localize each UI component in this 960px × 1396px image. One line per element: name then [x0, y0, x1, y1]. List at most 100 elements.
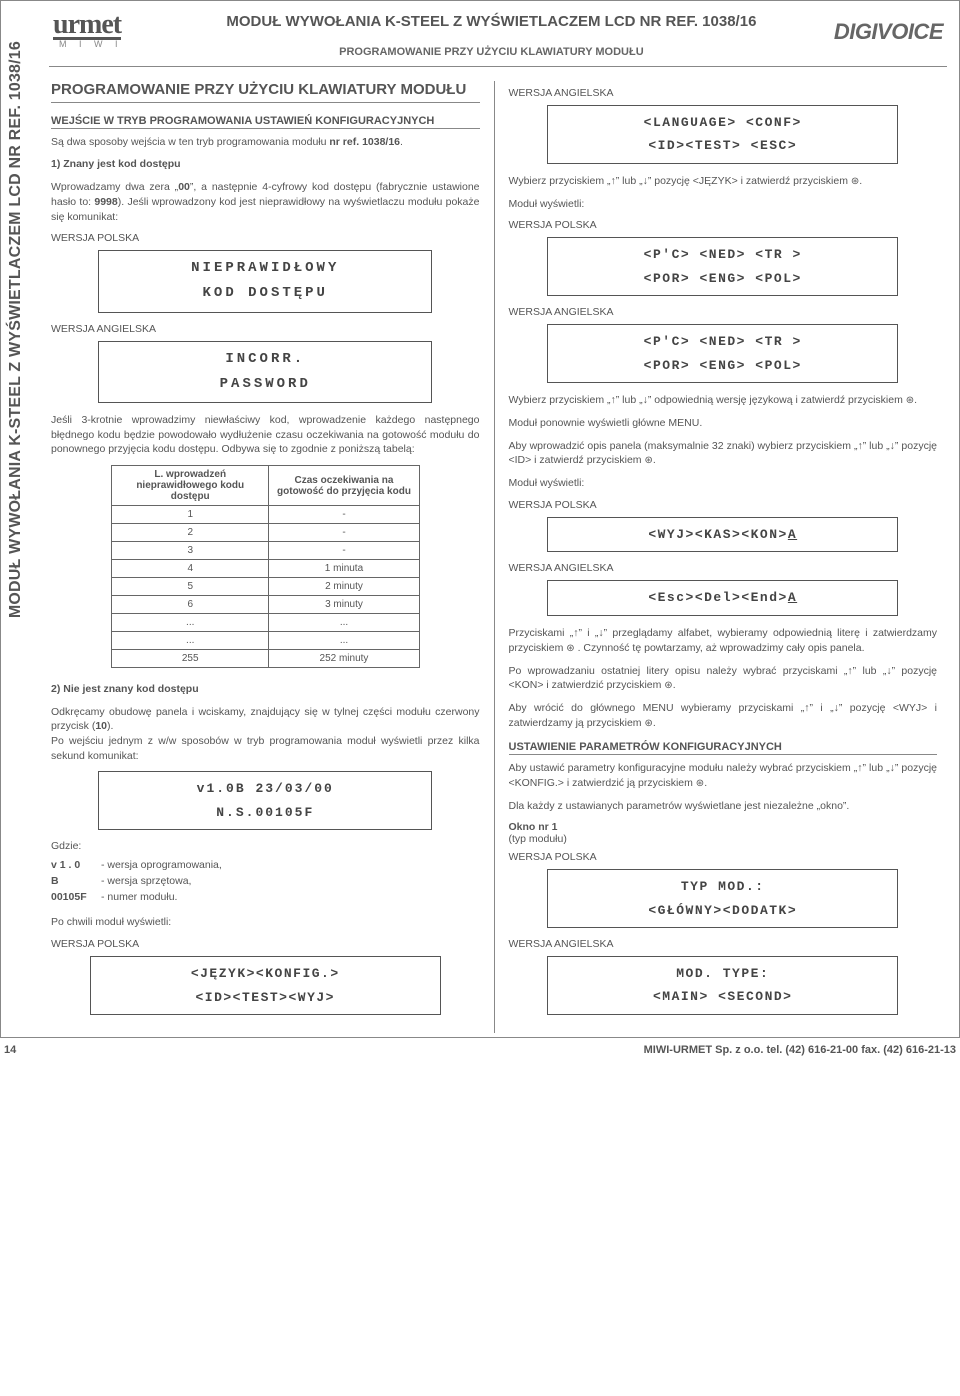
table-cell: 1 minuta [269, 560, 419, 578]
logo-sub: M I W I [59, 39, 149, 49]
lcd-line: <LANGUAGE> <CONF> [556, 111, 889, 134]
doc-title: MODUŁ WYWOŁANIA K-STEEL Z WYŚWIETLACZEM … [149, 13, 834, 30]
table-cell: 6 [111, 596, 268, 614]
page-frame: MODUŁ WYWOŁANIA K-STEEL Z WYŚWIETLACZEM … [0, 0, 960, 1038]
lcd-line: <JĘZYK><KONFIG.> [99, 962, 432, 985]
after-para: Po chwili moduł wyświetli: [51, 915, 480, 930]
method1-heading: 1) Znany jest kod dostępu [51, 157, 480, 172]
lcd-line: KOD DOSTĘPU [107, 281, 423, 306]
table-cell: 5 [111, 578, 268, 596]
label-polish: WERSJA POLSKA [509, 499, 938, 511]
lcd-invalid-en: INCORR. PASSWORD [98, 341, 432, 403]
mod-shows: Moduł wyświetli: [509, 476, 938, 491]
table-cell: - [269, 506, 419, 524]
lcd-version: v1.0B 23/03/00 N.S.00105F [98, 771, 432, 830]
bell-icon: ⊛ [566, 642, 574, 656]
table-header: L. wprowadzeń nieprawidłowego kodu dostę… [111, 466, 268, 506]
label-polish: WERSJA POLSKA [509, 219, 938, 231]
vertical-ref-label: MODUŁ WYWOŁANIA K-STEEL Z WYŚWIETLACZEM … [7, 41, 25, 618]
lcd-line: <POR> <ENG> <POL> [556, 267, 889, 290]
table-row: 52 minuty [111, 578, 419, 596]
bell-icon: ⊛ [696, 777, 704, 791]
table-row: 1- [111, 506, 419, 524]
label-english: WERSJA ANGIELSKA [509, 562, 938, 574]
lcd-langs-pl: <P'C> <NED> <TR > <POR> <ENG> <POL> [547, 237, 898, 296]
lcd-line: <ID><TEST> <ESC> [556, 134, 889, 157]
method1-para: Wprowadzamy dwa zera „00”, a następnie 4… [51, 180, 480, 224]
lcd-line: <WYJ><KAS><KON>A [556, 523, 889, 546]
table-cell: 1 [111, 506, 268, 524]
lockout-para: Jeśli 3-krotnie wprowadzimy niewłaściwy … [51, 413, 480, 457]
table-row: ...... [111, 632, 419, 650]
def-val: - wersja sprzętowa, [101, 875, 191, 887]
lockout-table: L. wprowadzeń nieprawidłowego kodu dostę… [111, 465, 420, 668]
table-row: 255252 minuty [111, 650, 419, 668]
label-english: WERSJA ANGIELSKA [509, 87, 938, 99]
def-key: B [51, 874, 101, 890]
label-polish: WERSJA POLSKA [509, 851, 938, 863]
panel-desc-para: Aby wprowadzić opis panela (maksymalnie … [509, 439, 938, 469]
label-polish: WERSJA POLSKA [51, 232, 480, 244]
label-polish: WERSJA POLSKA [51, 938, 480, 950]
lcd-line: <GŁÓWNY><DODATK> [556, 899, 889, 922]
table-cell: 252 minuty [269, 650, 419, 668]
header-center: MODUŁ WYWOŁANIA K-STEEL Z WYŚWIETLACZEM … [149, 9, 834, 58]
table-row: 63 minuty [111, 596, 419, 614]
lcd-menu-en: <LANGUAGE> <CONF> <ID><TEST> <ESC> [547, 105, 898, 164]
bell-icon: ⊛ [664, 679, 672, 693]
lcd-modtype-pl: TYP MOD.: <GŁÓWNY><DODATK> [547, 869, 898, 928]
window-title: Okno nr 1(typ modułu) [509, 821, 938, 845]
last-letter-para: Po wprowadzaniu ostatniej litery opisu n… [509, 664, 938, 694]
def-val: - wersja oprogramowania, [101, 859, 222, 871]
menu-again: Moduł ponownie wyświetli główne MENU. [509, 416, 938, 431]
left-column: PROGRAMOWANIE PRZY UŻYCIU KLAWIATURY MOD… [49, 81, 495, 1033]
logo-right: DIGIVOICE [834, 9, 947, 45]
select-lang2-para: Wybierz przyciskiem „↑” lub „↓” odpowied… [509, 393, 938, 408]
section-heading: PROGRAMOWANIE PRZY UŻYCIU KLAWIATURY MOD… [51, 81, 480, 103]
doc-subtitle: PROGRAMOWANIE PRZY UŻYCIU KLAWIATURY MOD… [149, 46, 834, 58]
lcd-line: <MAIN> <SECOND> [556, 985, 889, 1008]
label-english: WERSJA ANGIELSKA [51, 323, 480, 335]
header: urmet M I W I MODUŁ WYWOŁANIA K-STEEL Z … [49, 9, 947, 67]
lcd-line: TYP MOD.: [556, 875, 889, 898]
lcd-line: MOD. TYPE: [556, 962, 889, 985]
lcd-line: <POR> <ENG> <POL> [556, 354, 889, 377]
select-lang-para: Wybierz przyciskiem „↑” lub „↓” pozycję … [509, 174, 938, 189]
lcd-line: INCORR. [107, 347, 423, 372]
subheading-entry: WEJŚCIE W TRYB PROGRAMOWANIA USTAWIEŃ KO… [51, 115, 480, 129]
lcd-edit-pl: <WYJ><KAS><KON>A [547, 517, 898, 552]
lcd-langs-en: <P'C> <NED> <TR > <POR> <ENG> <POL> [547, 324, 898, 383]
lcd-line: <P'C> <NED> <TR > [556, 330, 889, 353]
intro-para: Są dwa sposoby wejścia w ten tryb progra… [51, 135, 480, 150]
def-val: - numer modułu. [101, 891, 177, 903]
config-para: Aby ustawić parametry konfiguracyjne mod… [509, 761, 938, 791]
table-cell: 3 minuty [269, 596, 419, 614]
lcd-line: PASSWORD [107, 372, 423, 397]
table-cell: ... [269, 632, 419, 650]
bell-icon: ⊛ [644, 454, 652, 468]
logo-text: urmet [53, 13, 121, 40]
footer-contact: MIWI-URMET Sp. z o.o. tel. (42) 616-21-0… [644, 1044, 956, 1056]
label-english: WERSJA ANGIELSKA [509, 938, 938, 950]
table-cell: - [269, 524, 419, 542]
lcd-line: N.S.00105F [107, 801, 423, 824]
right-column: WERSJA ANGIELSKA <LANGUAGE> <CONF> <ID><… [495, 81, 948, 1033]
table-cell: 3 [111, 542, 268, 560]
window-para: Dla każdy z ustawianych parametrów wyświ… [509, 799, 938, 814]
table-cell: 2 [111, 524, 268, 542]
table-cell: ... [269, 614, 419, 632]
table-cell: 4 [111, 560, 268, 578]
table-header: Czas oczekiwania na gotowość do przyjęci… [269, 466, 419, 506]
def-key: v 1 . 0 [51, 858, 101, 874]
where-label: Gdzie: [51, 840, 480, 852]
lcd-line: <Esc><Del><End>A [556, 586, 889, 609]
table-row: ...... [111, 614, 419, 632]
mod-shows: Moduł wyświetli: [509, 197, 938, 212]
method2-p1: Odkręcamy obudowę panela i wciskamy, zna… [51, 705, 480, 764]
table-cell: ... [111, 614, 268, 632]
bell-icon: ⊛ [644, 717, 652, 731]
table-row: 2- [111, 524, 419, 542]
lcd-line: <ID><TEST><WYJ> [99, 986, 432, 1009]
alphabet-para: Przyciskami „↑” i „↓” przeglądamy alfabe… [509, 626, 938, 656]
table-cell: 2 minuty [269, 578, 419, 596]
